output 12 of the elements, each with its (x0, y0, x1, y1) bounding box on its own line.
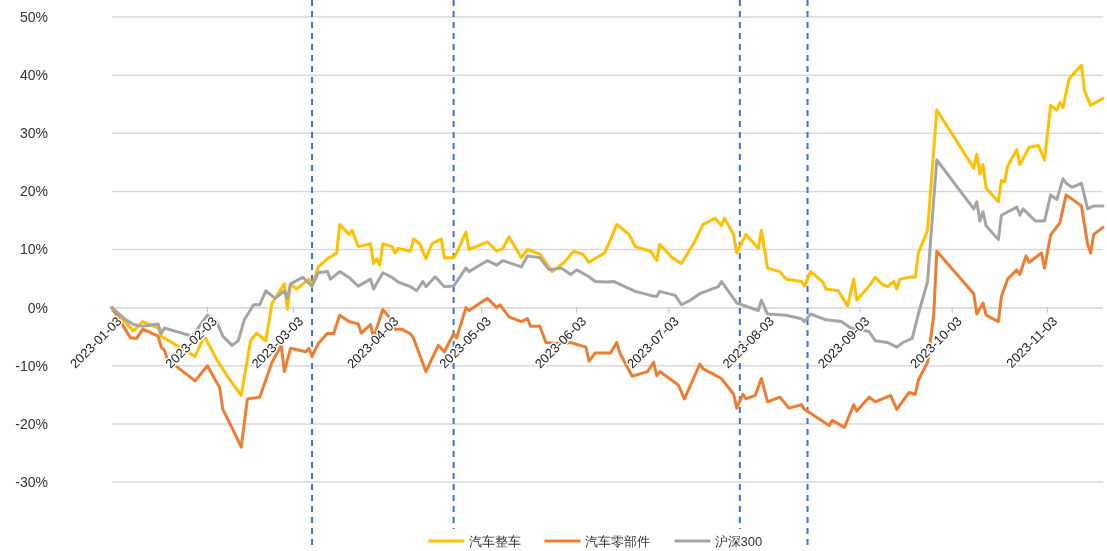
y-tick-label: 30% (19, 125, 48, 142)
legend-label: 沪深300 (714, 533, 763, 549)
y-tick-label: 20% (19, 183, 48, 200)
y-tick-label: 50% (19, 8, 48, 25)
y-tick-label: -20% (15, 415, 48, 432)
y-tick-label: 0% (27, 299, 48, 316)
y-tick-label: 40% (19, 67, 48, 84)
legend-label: 汽车零部件 (584, 533, 650, 549)
legend-label: 汽车整车 (468, 533, 521, 549)
y-tick-label: 10% (19, 241, 48, 258)
y-tick-label: -10% (15, 357, 48, 374)
y-tick-label: -30% (15, 473, 48, 490)
